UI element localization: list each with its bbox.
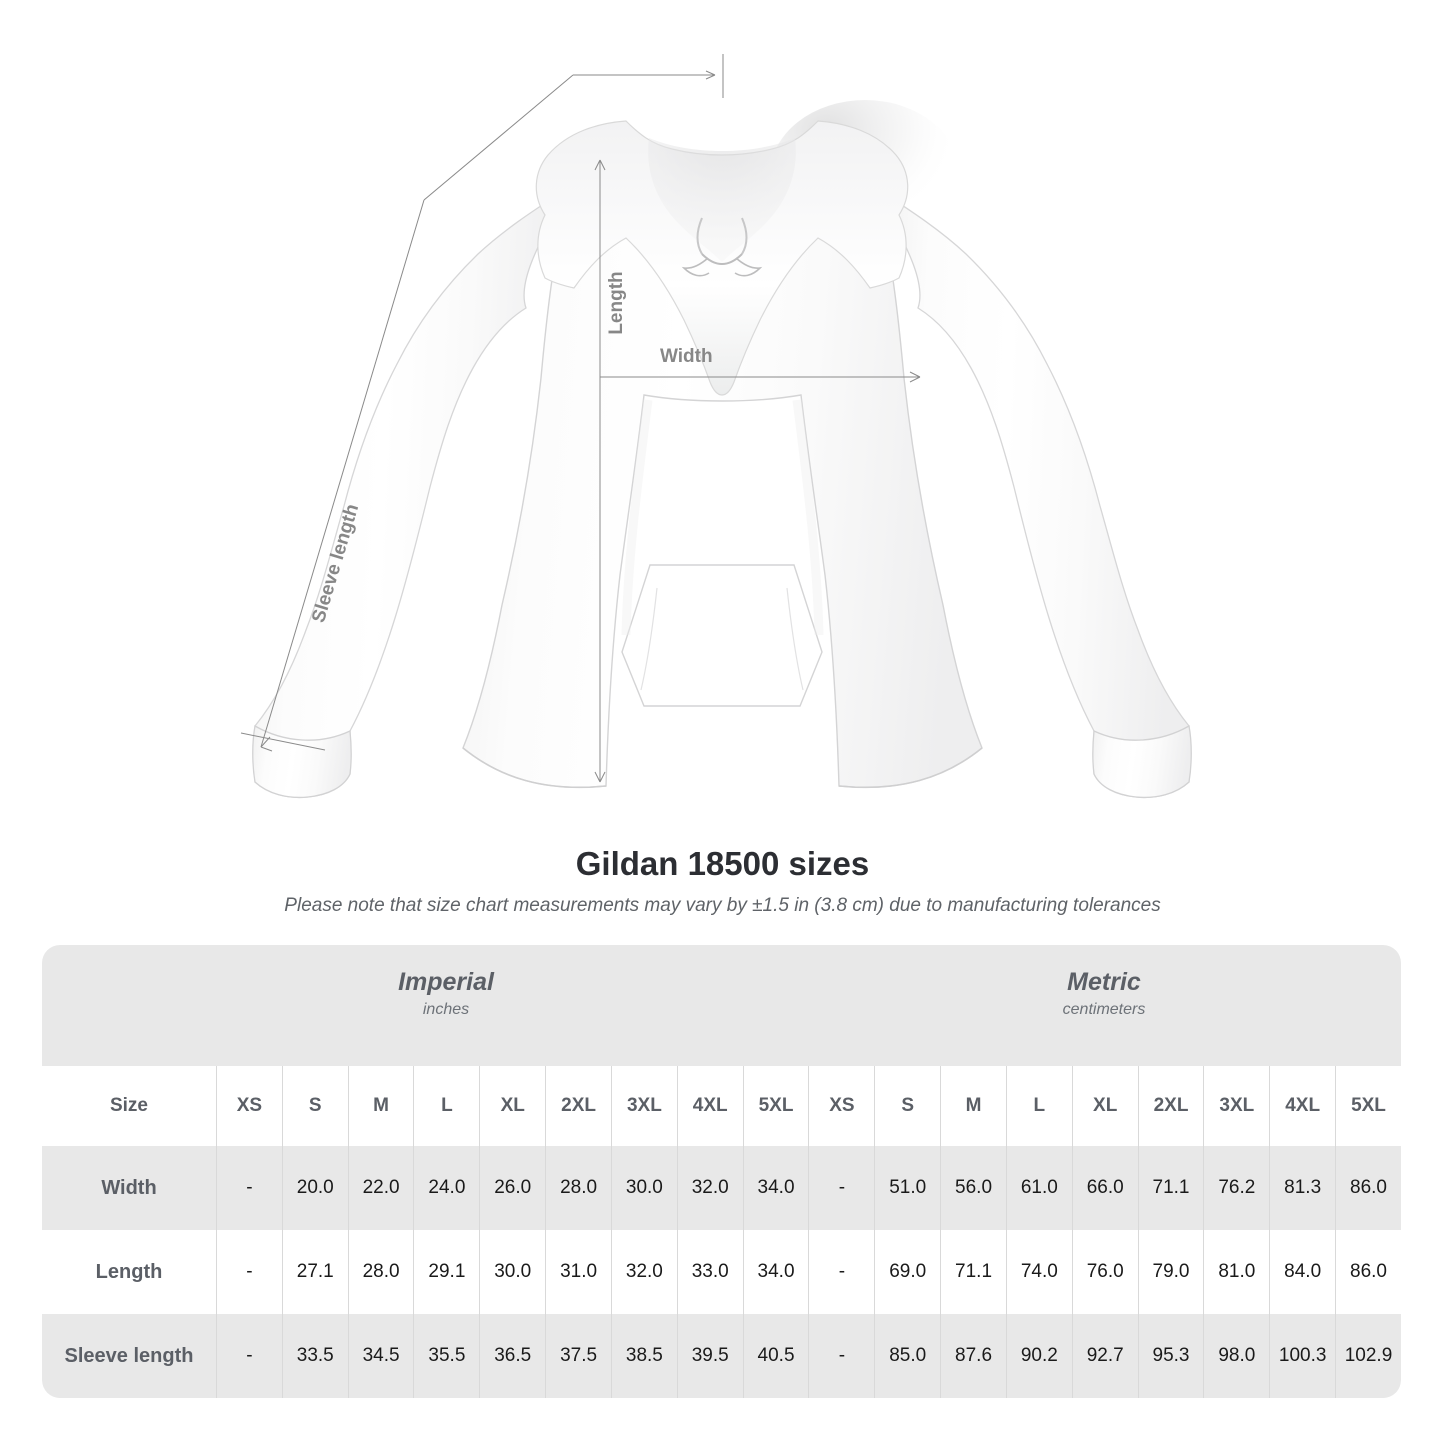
svg-text:Width: Width bbox=[660, 346, 713, 367]
svg-text:Length: Length bbox=[606, 271, 627, 334]
